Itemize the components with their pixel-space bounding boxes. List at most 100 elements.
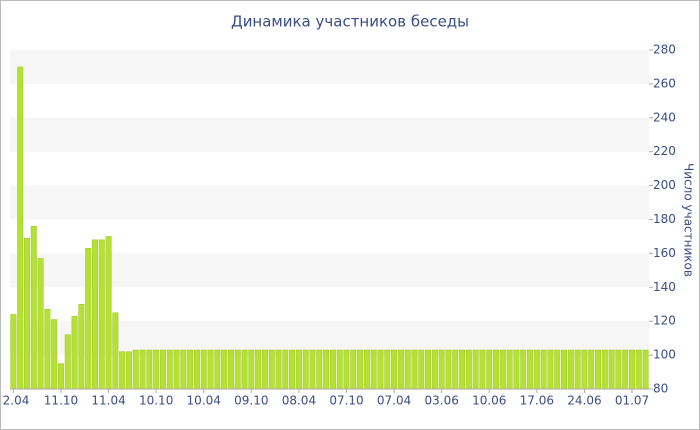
bar [200,349,207,390]
bar [615,349,622,390]
bar [527,349,534,390]
bar [37,258,44,390]
bar [316,349,323,390]
bar [581,349,588,390]
bar [418,349,425,390]
bar [506,349,513,390]
bar [370,349,377,390]
bar [377,349,384,390]
bar [323,349,330,390]
y-tick-label: 260 [653,76,676,90]
x-tick-label: 07.10 [329,394,363,408]
bar [221,349,228,390]
bar [425,349,432,390]
bar [51,319,58,390]
bar [71,315,78,390]
bar [533,349,540,390]
bar [275,349,282,390]
bar [173,349,180,390]
bar [391,349,398,390]
bar [302,349,309,390]
bar [125,351,132,390]
x-tick-label: 2.04 [3,394,30,408]
bar [561,349,567,390]
bar [452,349,459,390]
x-tick-label: 08.04 [282,394,316,408]
bar [58,363,64,390]
y-tick-label: 80 [653,382,668,396]
bar [261,349,268,390]
bar [363,349,370,390]
grid-band [10,185,649,220]
bar [92,239,98,390]
bar [438,349,445,390]
bar [397,349,404,390]
bar [193,349,200,390]
bar [336,349,343,390]
bar [567,349,574,390]
y-tick-label: 180 [653,212,676,226]
x-tick-label: 11.10 [44,394,78,408]
y-tick-label: 220 [653,144,676,158]
bar [588,349,595,390]
bar [234,349,241,390]
bar [98,239,105,390]
x-tick-label: 24.06 [567,394,601,408]
bar [187,349,194,390]
bar [595,349,601,390]
bar [119,351,126,390]
chart-title: Динамика участников беседы [231,13,469,31]
y-tick-label: 100 [653,348,676,362]
bar [608,349,615,390]
bar [635,349,642,390]
bar [241,349,248,390]
bar [248,349,255,390]
bar [411,349,418,390]
bar [629,349,635,390]
grid-band [10,253,649,288]
x-tick-label: 10.04 [187,394,221,408]
bar [17,66,24,390]
bar [540,349,547,390]
bar [601,349,608,390]
bar [112,312,119,390]
bar [479,349,486,390]
y-tick-label: 280 [653,43,676,57]
bar [255,349,262,390]
bar [547,349,554,390]
y-tick-label: 240 [653,110,676,124]
bar [513,349,520,390]
x-tick-label: 03.06 [424,394,458,408]
bar [105,236,112,390]
x-tick-label: 11.04 [91,394,125,408]
bar [486,349,493,390]
bar [357,349,364,390]
y-axis-label: Число участников [682,163,696,277]
bar [465,349,472,390]
bar [214,349,221,390]
bar [329,349,336,390]
bar [642,349,649,390]
bar [493,349,500,390]
bar [554,349,561,390]
bar [153,349,160,390]
bar [64,334,71,390]
bar [384,349,391,390]
bar [78,304,85,390]
bar [146,349,153,390]
bar [30,226,37,390]
y-tick-label: 120 [653,314,676,328]
bar [499,349,506,390]
bar [44,309,51,390]
bar [85,248,92,390]
bar [459,349,466,390]
bar [472,349,479,390]
bar [431,349,438,390]
bar [207,349,214,390]
bar [10,314,17,390]
x-tick-label: 10.06 [472,394,506,408]
y-tick-label: 200 [653,178,676,192]
bar [622,349,629,390]
bar [343,349,350,390]
